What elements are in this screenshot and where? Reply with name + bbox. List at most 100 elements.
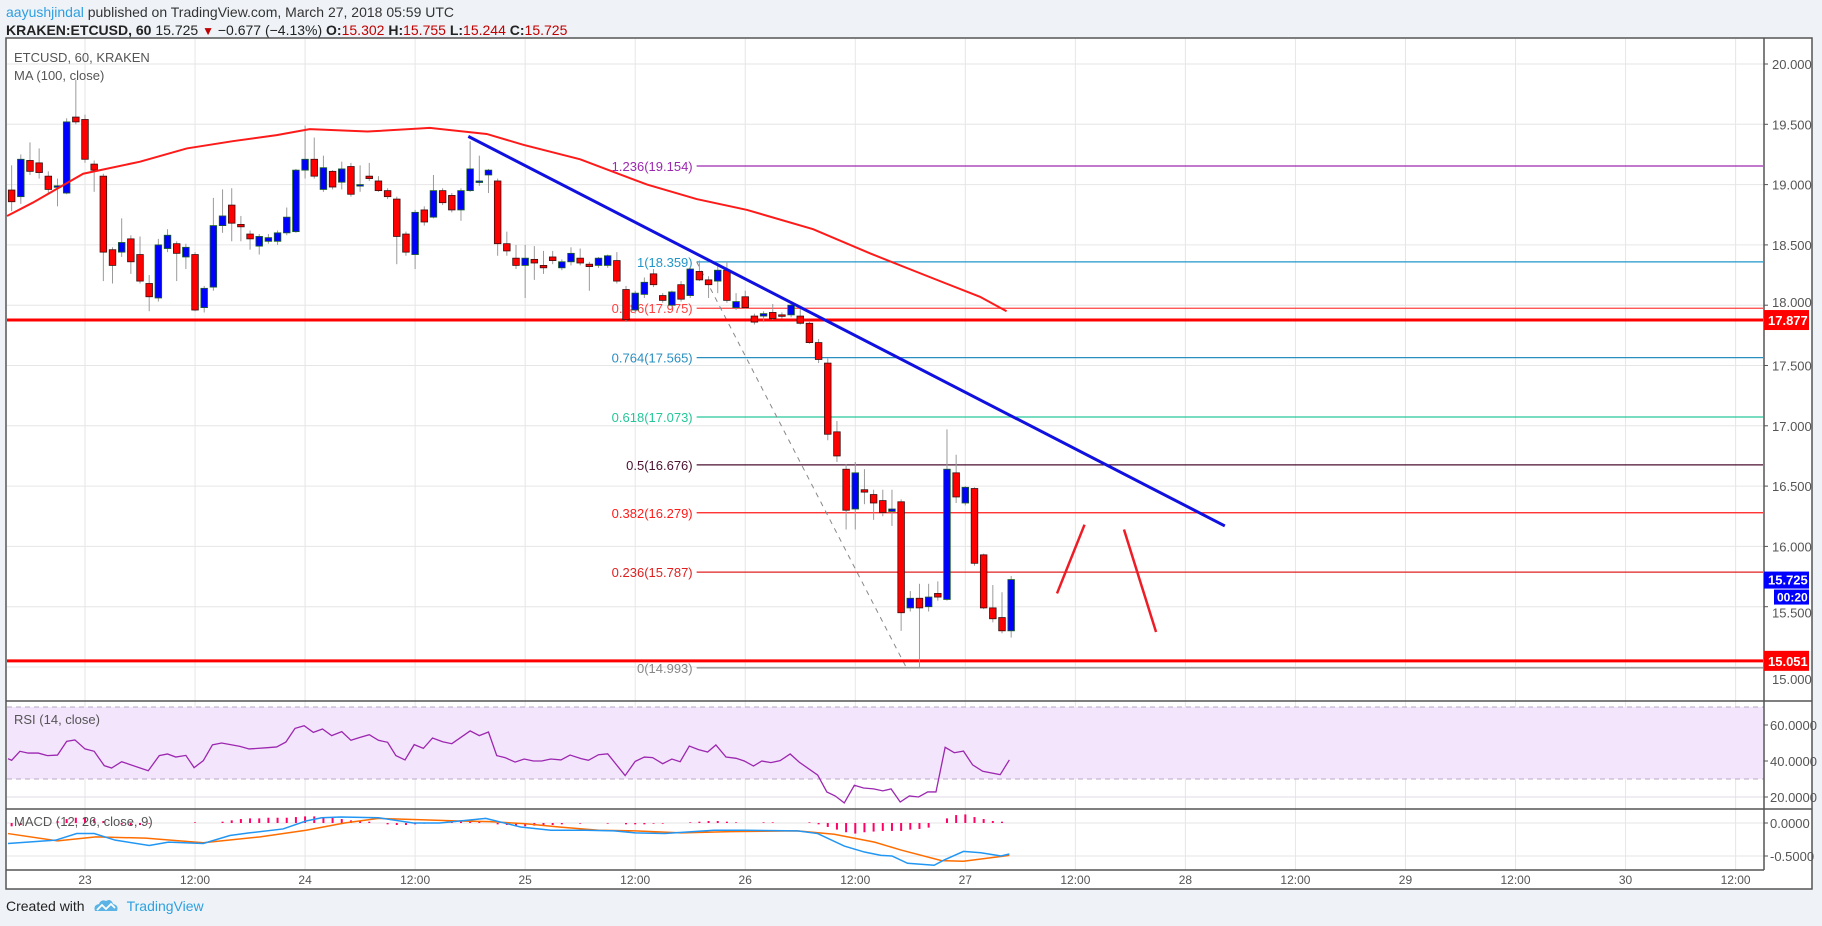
candle-up <box>411 211 419 255</box>
candle-down <box>530 258 539 264</box>
candle-down <box>805 322 814 343</box>
candle-down <box>90 163 98 171</box>
price-tick-label: 20.000 <box>1772 57 1812 72</box>
close-value: 15.725 <box>524 22 568 38</box>
candle-down <box>695 271 704 281</box>
rsi-tick-label: 20.0000 <box>1770 790 1817 805</box>
price-label-box <box>1764 650 1809 671</box>
price-tick-label: 19.000 <box>1772 178 1812 193</box>
tradingview-link[interactable]: TradingView <box>126 898 204 914</box>
high-label: H: <box>388 22 404 38</box>
price-tick-label: 19.500 <box>1772 117 1812 132</box>
price-tick-label: 16.500 <box>1772 479 1812 494</box>
candle-up <box>338 168 346 183</box>
fib-retracement[interactable]: 1.236(19.154)1(18.359)0.886(17.975)0.764… <box>612 159 1763 676</box>
countdown-box <box>1774 589 1809 605</box>
candle-down <box>383 190 392 198</box>
candle-down <box>228 204 236 224</box>
candle-up <box>264 237 273 242</box>
trendline[interactable] <box>467 135 1226 528</box>
candle-up <box>62 121 71 194</box>
author-link[interactable]: aayushjindal <box>6 4 84 20</box>
last-price-box <box>1764 571 1809 589</box>
candle-up <box>292 169 300 233</box>
fib-level-label: 0.618(17.073) <box>612 410 693 425</box>
candle-up <box>521 257 529 266</box>
time-tick-label: 12:00 <box>1721 873 1751 887</box>
candle-down <box>998 617 1006 632</box>
low-label: L: <box>449 22 464 38</box>
tradingview-logo-icon <box>94 900 118 911</box>
candle-up <box>924 596 933 608</box>
macd-tick-label: -0.5000 <box>1770 849 1814 864</box>
close-label: C: <box>509 22 525 38</box>
low-value: 15.244 <box>463 22 506 38</box>
macd-line <box>7 816 1010 867</box>
fib-swing-line[interactable] <box>696 261 908 669</box>
candles <box>7 79 1015 669</box>
price-tick-label: 15.500 <box>1772 606 1812 621</box>
time-tick-label: 12:00 <box>620 873 650 887</box>
price-label: 15.051 <box>1768 654 1808 669</box>
candle-up <box>200 287 208 309</box>
time-tick-label: 29 <box>1399 873 1413 887</box>
candle-down <box>576 257 584 264</box>
fib-level-label: 0.5(16.676) <box>626 458 693 473</box>
candle-down <box>613 260 621 282</box>
legend-main: ETCUSD, 60, KRAKEN <box>14 50 150 65</box>
candle-up <box>943 468 951 600</box>
candle-down <box>778 314 786 317</box>
price-tick-label: 17.000 <box>1772 419 1812 434</box>
candle-down <box>915 597 924 609</box>
candle-down <box>81 119 89 160</box>
price-tick-label: 17.500 <box>1772 359 1812 374</box>
candle-down <box>402 233 410 253</box>
price-change: −0.677 (−4.13%) <box>217 22 323 38</box>
candle-up <box>851 472 859 510</box>
candle-down <box>979 554 988 609</box>
candle-up <box>668 291 676 306</box>
price-tick-label: 18.000 <box>1772 295 1812 310</box>
price-labels: 17.877 15.051 15.725 00:20 <box>1764 310 1809 671</box>
candle-down <box>548 256 557 261</box>
countdown-label: 00:20 <box>1777 591 1808 605</box>
legend-rsi[interactable]: RSI (14, close) <box>14 712 100 727</box>
candle-down <box>438 190 447 204</box>
candle-down <box>833 431 841 457</box>
time-tick-label: 12:00 <box>840 873 870 887</box>
rsi-band <box>7 707 1763 779</box>
axes: 20.000 19.500 19.000 18.500 18.000 17.500 17.0… <box>78 57 1817 887</box>
candle-down <box>649 273 658 286</box>
support-resistance-lines[interactable] <box>7 318 1763 663</box>
time-tick-label: 26 <box>739 873 753 887</box>
candle-down <box>869 494 878 504</box>
candle-up <box>732 301 740 309</box>
candle-down <box>72 116 80 123</box>
candle-down <box>328 170 337 188</box>
candle-up <box>759 313 768 317</box>
legend-macd[interactable]: MACD (12, 26, close, 9) <box>14 814 153 829</box>
projection-up-line[interactable] <box>1055 524 1086 594</box>
time-tick-label: 12:00 <box>180 873 210 887</box>
high-value: 15.755 <box>403 22 446 38</box>
legend-ma[interactable]: MA (100, close) <box>14 68 104 83</box>
candle-down <box>493 180 502 245</box>
candle-down <box>704 279 713 286</box>
candle-up <box>906 597 914 609</box>
time-tick-label: 12:00 <box>1060 873 1090 887</box>
candle-down <box>347 166 355 195</box>
candle-down <box>44 175 53 190</box>
price-label-box <box>1764 310 1809 331</box>
candle-up <box>714 269 722 282</box>
fib-level-label: 1(18.359) <box>637 255 693 270</box>
candle-down <box>769 312 777 319</box>
projection-down-line[interactable] <box>1122 529 1158 633</box>
candle-up <box>466 168 474 192</box>
time-tick-label: 12:00 <box>1501 873 1531 887</box>
grid <box>7 39 1764 870</box>
candle-down <box>503 243 511 252</box>
footer: Created with TradingView <box>6 898 204 914</box>
fib-level-label: 0.382(16.279) <box>612 506 693 521</box>
drawings[interactable] <box>6 126 1226 633</box>
